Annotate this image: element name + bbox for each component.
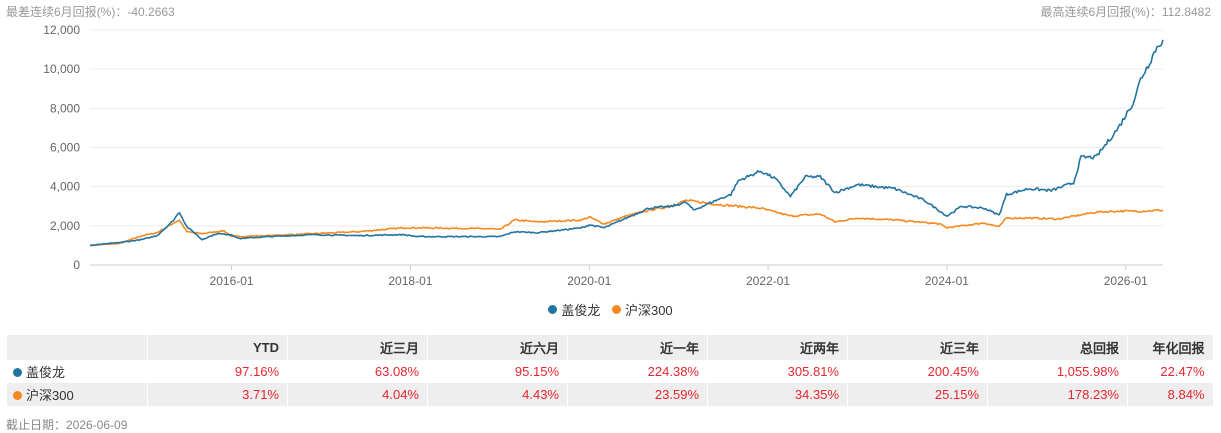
cell-3m: 63.08% xyxy=(287,360,428,383)
x-tick-label: 2022-01 xyxy=(746,274,790,288)
cell-2y: 34.35% xyxy=(707,383,848,406)
cell-ytd: 97.16% xyxy=(147,360,288,383)
cell-1y: 224.38% xyxy=(567,360,708,383)
col-header-6m: 近六月 xyxy=(427,335,568,360)
cell-total: 178.23% xyxy=(987,383,1128,406)
cell-annualized: 8.84% xyxy=(1127,383,1213,406)
returns-table: YTD 近三月 近六月 近一年 近两年 近三年 总回报 年化回报 盖俊龙 97.… xyxy=(6,335,1213,406)
cell-2y: 305.81% xyxy=(707,360,848,383)
series-line-fund xyxy=(89,39,1164,247)
cell-6m: 4.43% xyxy=(427,383,568,406)
legend-label-index: 沪深300 xyxy=(624,303,673,318)
legend-dot-index xyxy=(611,305,621,314)
cell-6m: 95.15% xyxy=(427,360,568,383)
y-tick-label: 0 xyxy=(73,258,80,272)
row-label-index: 沪深300 xyxy=(26,388,74,403)
col-header-1y: 近一年 xyxy=(567,335,708,360)
cell-total: 1,055.98% xyxy=(987,360,1128,383)
best-6m-return: 最高连续6月回报(%)：112.8482 xyxy=(1040,5,1212,19)
table-row: 沪深300 3.71% 4.04% 4.43% 23.59% 34.35% 25… xyxy=(6,383,1213,406)
col-header-3m: 近三月 xyxy=(287,335,428,360)
worst-6m-return: 最差连续6月回报(%)：-40.2663 xyxy=(6,5,175,19)
y-tick-label: 12,000 xyxy=(43,23,80,37)
cell-3m: 4.04% xyxy=(287,383,428,406)
row-dot-fund xyxy=(13,368,22,377)
cell-3y: 200.45% xyxy=(847,360,988,383)
table-row: 盖俊龙 97.16% 63.08% 95.15% 224.38% 305.81%… xyxy=(6,360,1213,383)
col-header-name xyxy=(6,335,148,360)
y-tick-label: 6,000 xyxy=(50,141,80,155)
col-header-total: 总回报 xyxy=(987,335,1128,360)
y-tick-label: 2,000 xyxy=(50,219,80,233)
x-tick-label: 2026-01 xyxy=(1104,274,1148,288)
cutoff-date: 截止日期：2026-06-09 xyxy=(6,418,128,432)
x-tick-label: 2020-01 xyxy=(567,274,611,288)
legend-item-fund[interactable]: 盖俊龙 xyxy=(548,300,600,319)
row-dot-index xyxy=(13,391,22,400)
col-header-ytd: YTD xyxy=(147,335,288,360)
cell-annualized: 22.47% xyxy=(1127,360,1213,383)
legend-dot-fund xyxy=(548,305,558,314)
row-name-index: 沪深300 xyxy=(6,383,148,406)
cell-ytd: 3.71% xyxy=(147,383,288,406)
row-label-fund: 盖俊龙 xyxy=(26,365,66,380)
col-header-annualized: 年化回报 xyxy=(1127,335,1213,360)
col-header-3y: 近三年 xyxy=(847,335,988,360)
legend-item-index[interactable]: 沪深300 xyxy=(611,300,673,319)
row-name-fund: 盖俊龙 xyxy=(6,360,148,383)
cell-3y: 25.15% xyxy=(847,383,988,406)
table-header-row: YTD 近三月 近六月 近一年 近两年 近三年 总回报 年化回报 xyxy=(6,335,1213,360)
y-tick-label: 8,000 xyxy=(50,101,80,115)
chart-legend: 盖俊龙 沪深300 xyxy=(0,300,1221,319)
x-tick-label: 2018-01 xyxy=(388,274,432,288)
x-tick-label: 2016-01 xyxy=(210,274,254,288)
cell-1y: 23.59% xyxy=(567,383,708,406)
col-header-2y: 近两年 xyxy=(707,335,848,360)
y-tick-label: 4,000 xyxy=(50,180,80,194)
performance-line-chart: 0 2,000 4,000 6,000 8,000 10,000 12,000 2016-01… xyxy=(43,23,1164,288)
y-tick-label: 10,000 xyxy=(43,62,80,76)
legend-label-fund: 盖俊龙 xyxy=(561,303,601,318)
x-tick-label: 2024-01 xyxy=(925,274,969,288)
